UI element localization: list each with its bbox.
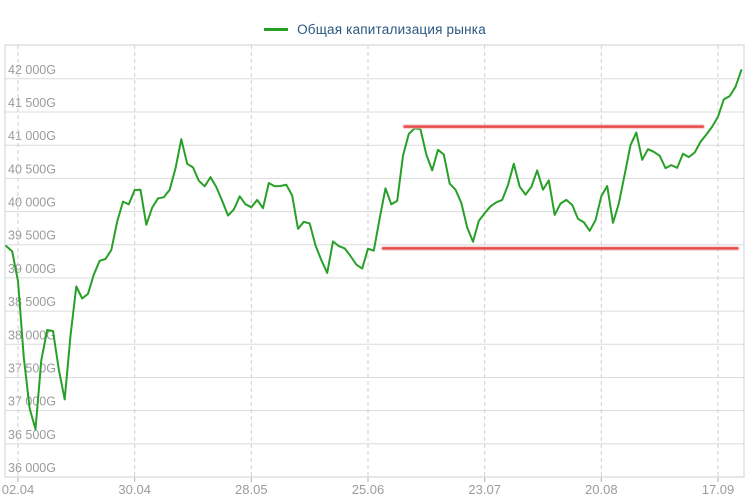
y-tick-label: 38 000G: [8, 328, 56, 342]
y-tick-label: 39 500G: [8, 229, 56, 243]
y-tick-label: 41 000G: [8, 129, 56, 143]
x-tick-label: 20.08: [585, 482, 618, 497]
x-tick-label: 23.07: [468, 482, 501, 497]
y-tick-label: 36 500G: [8, 428, 56, 442]
x-tick-label: 25.06: [352, 482, 385, 497]
y-tick-label: 39 000G: [8, 262, 56, 276]
x-tick-label: 30.04: [118, 482, 151, 497]
x-tick-label: 28.05: [235, 482, 268, 497]
market-cap-line[interactable]: [5, 69, 743, 431]
y-tick-label: 41 500G: [8, 96, 56, 110]
y-tick-label: 42 000G: [8, 63, 56, 77]
legend[interactable]: Общая капитализация рынка: [0, 20, 750, 38]
x-tick-label: 17.09: [702, 482, 735, 497]
plot-area[interactable]: [5, 45, 744, 477]
y-tick-label: 40 000G: [8, 196, 56, 210]
plot-border: [4, 44, 745, 478]
y-tick-label: 36 000G: [8, 461, 56, 475]
y-tick-label: 37 500G: [8, 362, 56, 376]
legend-line-swatch: [264, 27, 289, 31]
y-tick-label: 40 500G: [8, 162, 56, 176]
y-tick-label: 37 000G: [8, 395, 56, 409]
x-tick-label: 02.04: [2, 482, 35, 497]
legend-label: Общая капитализация рынка: [297, 21, 486, 37]
